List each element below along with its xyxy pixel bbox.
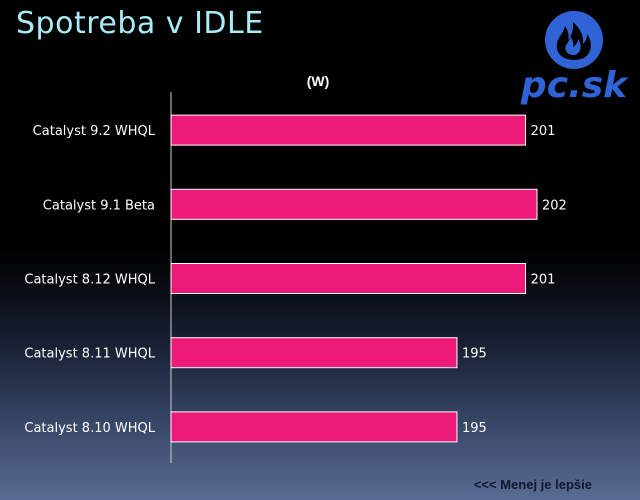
logo-text: pc.sk	[520, 65, 628, 106]
pcsk-logo: pc.sk	[514, 8, 634, 108]
value-label-3: 195	[462, 347, 487, 362]
value-label-1: 202	[542, 198, 567, 213]
better-note: <<< Menej je lepšie	[473, 477, 592, 492]
category-label-3: Catalyst 8.11 WHQL	[24, 347, 155, 362]
bar-4	[170, 411, 458, 443]
bar-0	[170, 114, 527, 146]
category-label-2: Catalyst 8.12 WHQL	[24, 273, 155, 288]
chart-title: Spotreba v IDLE	[16, 6, 264, 41]
value-label-2: 201	[531, 273, 556, 288]
bar-2	[170, 263, 527, 294]
bar-3	[170, 337, 458, 369]
category-label-0: Catalyst 9.2 WHQL	[33, 124, 156, 139]
category-label-1: Catalyst 9.1 Beta	[43, 198, 155, 213]
flame-icon	[545, 11, 603, 69]
bar-1	[170, 188, 538, 220]
category-label-4: Catalyst 8.10 WHQL	[24, 421, 155, 436]
unit-label: (W)	[306, 73, 330, 89]
value-label-0: 201	[531, 124, 556, 139]
value-label-4: 195	[462, 421, 487, 436]
